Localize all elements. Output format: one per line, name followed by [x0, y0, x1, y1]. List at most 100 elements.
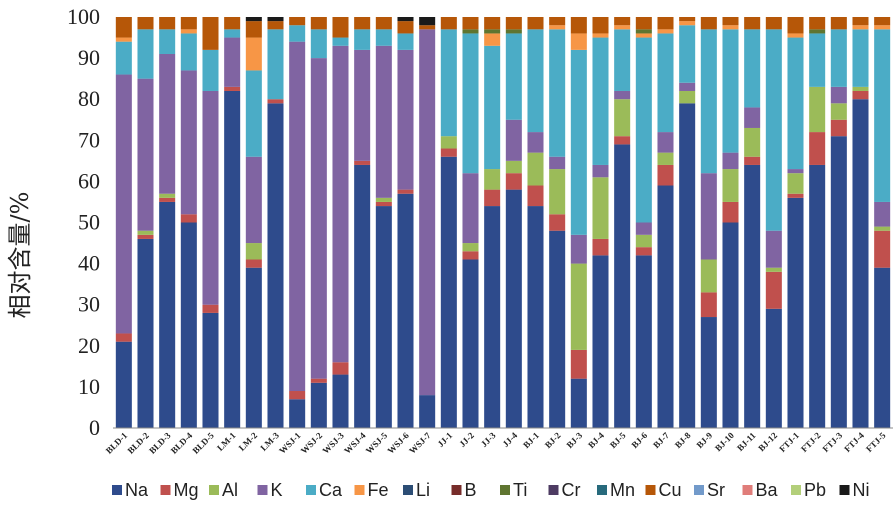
bar-segment-JJ-3-Ti: [484, 29, 501, 34]
bar-segment-WSJ-1-K: [289, 41, 306, 392]
bar-segment-BJ-5-Na: [614, 144, 631, 428]
bar-segment-BJ-4-Na: [592, 255, 609, 428]
bar-segment-JJ-1-Ca: [440, 29, 457, 137]
bar-segment-FTJ-2-Mg: [809, 132, 826, 165]
bar-segment-JJ-2-Na: [462, 259, 479, 428]
bar-segment-BJ-3-Mg: [570, 349, 587, 379]
bar-segment-BJ-11-Al: [744, 127, 761, 157]
bar-segment-FTJ-1-Ca: [787, 37, 804, 170]
bar-segment-BJ-12-Na: [765, 308, 782, 428]
y-tick-label: 90: [78, 45, 100, 70]
bar-segment-JJ-3-Mg: [484, 189, 501, 207]
bar-segment-FTJ-5-Cu: [874, 17, 891, 26]
bar-segment-JJ-2-Mg: [462, 251, 479, 260]
bar-segment-JJ-1-Na: [440, 156, 457, 429]
bar-segment-BLD-3-Cu: [159, 17, 176, 30]
bars-group: [115, 17, 891, 429]
legend-label-Pb: Pb: [804, 480, 826, 500]
bar-segment-BLD-5-Ca: [202, 49, 219, 91]
bar-segment-WSJ-1-Cu: [289, 17, 306, 26]
bar-segment-WSJ-7-Ni: [419, 17, 436, 26]
bar-segment-WSJ-2-Na: [310, 382, 327, 428]
bar-segment-BJ-1-Ca: [527, 29, 544, 133]
bar-segment-BJ-11-K: [744, 107, 761, 128]
bar-segment-FTJ-2-Na: [809, 164, 826, 428]
bar-segment-JJ-3-Al: [484, 169, 501, 190]
x-tick-label: BJ-5: [608, 430, 628, 450]
bar-segment-FTJ-5-K: [874, 201, 891, 227]
bar-segment-FTJ-4-Cu: [852, 17, 869, 26]
bar-segment-BJ-5-Ca: [614, 29, 631, 91]
x-tick-label: FTJ-1: [777, 430, 801, 454]
bar-segment-LM-3-Na: [267, 103, 284, 428]
bar-segment-BJ-1-Cu: [527, 17, 544, 30]
bar-segment-BLD-3-K: [159, 53, 176, 194]
bar-segment-FTJ-1-K: [787, 169, 804, 174]
bar-segment-BLD-2-Cu: [137, 17, 154, 30]
legend-swatch-K: [257, 485, 268, 495]
bar-segment-BJ-3-Fe: [570, 33, 587, 50]
bar-segment-WSJ-4-Mg: [354, 160, 371, 165]
legend-label-Li: Li: [416, 480, 430, 500]
bar-segment-BJ-7-Cu: [657, 17, 674, 30]
bar-segment-JJ-2-Ca: [462, 33, 479, 174]
y-tick-label: 70: [78, 127, 100, 152]
bar-segment-BLD-5-K: [202, 90, 219, 305]
bar-segment-BLD-1-K: [115, 74, 132, 334]
bar-segment-BJ-6-Fe: [635, 33, 652, 38]
bar-segment-BLD-1-Cu: [115, 17, 132, 38]
bar-segment-JJ-3-Na: [484, 206, 501, 428]
x-tick-label: BLD-2: [125, 430, 151, 456]
bar-segment-WSJ-6-Ca: [397, 33, 414, 50]
bar-segment-BJ-8-Fe: [679, 21, 696, 26]
x-tick-label: BLD-4: [169, 430, 195, 456]
legend-label-Fe: Fe: [368, 480, 389, 500]
bar-segment-JJ-4-Mg: [505, 173, 522, 190]
bar-segment-JJ-4-Ca: [505, 33, 522, 120]
bar-segment-BJ-5-Fe: [614, 25, 631, 30]
x-tick-label: BJ-9: [694, 430, 714, 450]
bar-segment-FTJ-2-Al: [809, 86, 826, 133]
bar-segment-WSJ-2-Mg: [310, 378, 327, 383]
bar-segment-BLD-2-K: [137, 78, 154, 231]
legend-swatch-Al: [209, 485, 219, 495]
bar-segment-WSJ-5-Na: [375, 206, 392, 428]
bar-segment-BJ-11-Na: [744, 164, 761, 428]
bar-segment-BLD-1-Fe: [115, 37, 132, 42]
bar-segment-BJ-10-K: [722, 152, 739, 170]
bar-segment-FTJ-4-Mg: [852, 90, 869, 100]
bar-segment-BJ-3-Al: [570, 263, 587, 350]
x-tick-label: BJ-4: [586, 430, 606, 450]
bar-segment-FTJ-5-Na: [874, 267, 891, 428]
x-tick-label: WSJ-4: [342, 430, 368, 456]
bar-segment-BLD-1-Na: [115, 341, 132, 428]
x-tick-label: BJ-10: [713, 430, 736, 453]
legend-swatch-Ni: [839, 485, 850, 495]
bar-segment-WSJ-3-Cu: [332, 17, 349, 38]
bar-segment-FTJ-5-Al: [874, 226, 891, 231]
bar-segment-BJ-2-Na: [549, 230, 566, 428]
bar-segment-LM-2-Mg: [245, 259, 262, 268]
bar-segment-FTJ-3-K: [830, 86, 847, 104]
bar-segment-BJ-7-Na: [657, 185, 674, 428]
bar-segment-LM-2-Ni: [245, 17, 262, 22]
bar-segment-LM-3-Ni: [267, 17, 284, 22]
bar-segment-BJ-3-Cu: [570, 17, 587, 34]
bar-segment-BLD-1-Ca: [115, 41, 132, 75]
bar-segment-BJ-4-Ca: [592, 37, 609, 165]
legend-label-Mg: Mg: [174, 480, 199, 500]
bar-segment-BJ-4-Al: [592, 177, 609, 239]
bar-segment-BJ-12-Mg: [765, 271, 782, 309]
bar-segment-BJ-10-Mg: [722, 201, 739, 223]
bar-segment-BLD-2-Al: [137, 230, 154, 235]
bar-segment-JJ-2-Ti: [462, 29, 479, 34]
bar-segment-JJ-2-Cu: [462, 17, 479, 30]
bar-segment-JJ-3-Ca: [484, 45, 501, 170]
bar-segment-FTJ-3-Al: [830, 103, 847, 120]
bar-segment-WSJ-4-K: [354, 49, 371, 161]
bar-segment-JJ-2-Al: [462, 243, 479, 252]
legend-swatch-Ti: [500, 485, 510, 495]
bar-segment-BLD-4-Fe: [180, 29, 197, 34]
x-tick-label: WSJ-1: [277, 430, 303, 456]
bar-segment-FTJ-3-Mg: [830, 119, 847, 137]
